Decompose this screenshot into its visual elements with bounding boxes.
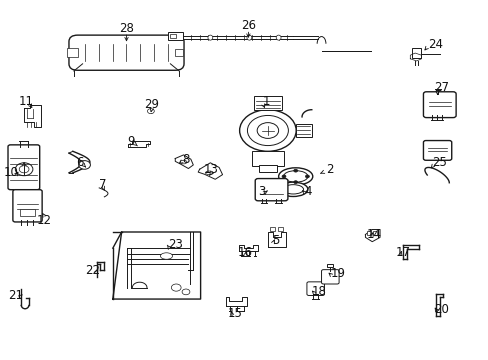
- Circle shape: [247, 116, 288, 145]
- Bar: [411, 48, 420, 58]
- FancyBboxPatch shape: [13, 190, 42, 222]
- Text: 10: 10: [4, 166, 19, 179]
- Text: 11: 11: [19, 95, 34, 108]
- Text: 9: 9: [127, 135, 135, 148]
- Bar: [175, 49, 182, 56]
- Bar: [277, 226, 282, 231]
- Bar: [252, 151, 283, 166]
- FancyBboxPatch shape: [255, 179, 287, 201]
- Text: 8: 8: [182, 153, 189, 166]
- Circle shape: [239, 110, 296, 151]
- FancyBboxPatch shape: [423, 92, 455, 118]
- Text: 25: 25: [431, 156, 446, 169]
- Circle shape: [147, 109, 154, 114]
- Ellipse shape: [276, 35, 281, 40]
- Bar: [372, 231, 376, 235]
- FancyBboxPatch shape: [69, 35, 183, 70]
- Text: 28: 28: [119, 22, 134, 35]
- Circle shape: [19, 166, 29, 173]
- Bar: [270, 226, 275, 231]
- Bar: [296, 124, 311, 137]
- Text: 26: 26: [241, 19, 255, 32]
- Bar: [254, 96, 281, 110]
- Text: 7: 7: [99, 178, 106, 191]
- Text: 17: 17: [395, 246, 410, 259]
- Text: 13: 13: [203, 163, 218, 176]
- Text: 29: 29: [144, 98, 159, 111]
- Text: 27: 27: [433, 81, 448, 94]
- Text: 14: 14: [366, 228, 381, 241]
- FancyBboxPatch shape: [8, 145, 40, 190]
- Circle shape: [305, 175, 309, 178]
- Ellipse shape: [246, 35, 251, 40]
- Circle shape: [182, 289, 189, 295]
- Text: 6: 6: [76, 156, 83, 169]
- Text: 21: 21: [8, 289, 23, 302]
- Text: 18: 18: [310, 285, 325, 298]
- Text: 5: 5: [272, 234, 279, 247]
- Bar: [366, 231, 370, 235]
- Bar: [168, 32, 183, 40]
- Text: 12: 12: [37, 214, 52, 227]
- Ellipse shape: [278, 168, 312, 185]
- Bar: [170, 34, 176, 39]
- Text: 24: 24: [427, 38, 442, 51]
- Text: 20: 20: [433, 303, 448, 316]
- Text: 16: 16: [238, 246, 252, 259]
- Circle shape: [171, 284, 181, 291]
- Text: 23: 23: [167, 238, 183, 251]
- Text: 2: 2: [326, 163, 333, 176]
- Bar: [327, 264, 332, 267]
- Circle shape: [15, 163, 33, 176]
- Text: 1: 1: [262, 95, 270, 108]
- Text: 22: 22: [85, 264, 100, 277]
- Bar: [67, 48, 78, 57]
- Bar: [259, 165, 276, 172]
- Bar: [20, 210, 35, 216]
- Text: 19: 19: [330, 267, 345, 280]
- Ellipse shape: [160, 253, 172, 259]
- Text: 3: 3: [257, 185, 264, 198]
- Text: 4: 4: [304, 185, 311, 198]
- FancyBboxPatch shape: [423, 140, 451, 160]
- Ellipse shape: [283, 185, 303, 194]
- Ellipse shape: [205, 171, 213, 175]
- Ellipse shape: [180, 160, 186, 164]
- Circle shape: [79, 161, 90, 169]
- Text: 15: 15: [227, 307, 242, 320]
- Circle shape: [257, 123, 278, 138]
- Circle shape: [293, 181, 297, 184]
- FancyBboxPatch shape: [306, 282, 324, 296]
- Circle shape: [293, 169, 297, 172]
- Circle shape: [282, 175, 285, 178]
- FancyBboxPatch shape: [321, 270, 338, 284]
- Ellipse shape: [207, 35, 212, 40]
- Ellipse shape: [278, 182, 307, 197]
- Ellipse shape: [283, 171, 307, 182]
